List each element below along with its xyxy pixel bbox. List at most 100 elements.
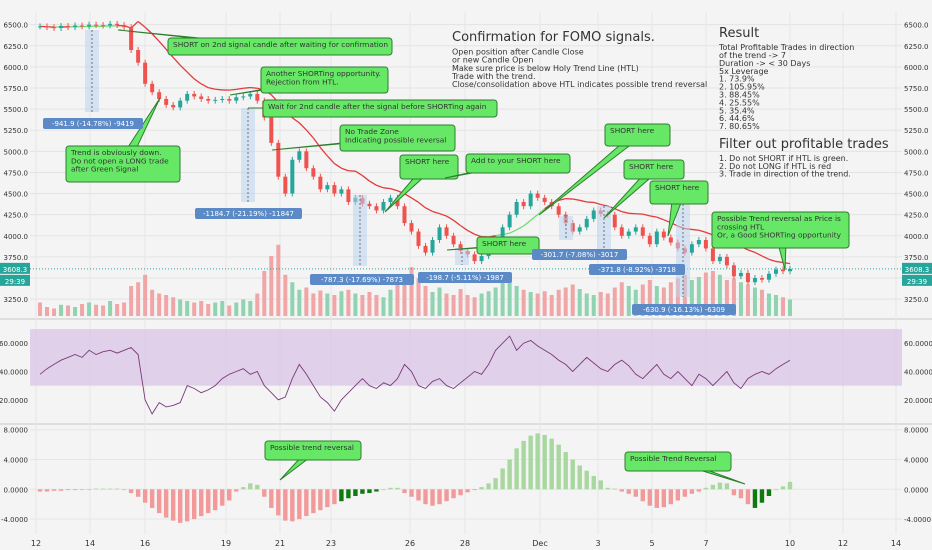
measure-tag-text: -1184.7 (-21.19%) -11847 (203, 210, 294, 218)
candle-body (752, 278, 757, 283)
volume-bar (360, 295, 365, 316)
volume-bar (745, 284, 750, 316)
macd-bar (206, 489, 211, 514)
volume-bar (500, 282, 505, 316)
x-tick: 16 (140, 539, 150, 548)
volume-bar (129, 286, 134, 316)
macd-bar (451, 489, 456, 499)
volume-bar (101, 305, 106, 316)
price-tick-left: 5250.0 (4, 127, 29, 135)
candle-body (479, 256, 484, 262)
volume-bar (115, 304, 120, 316)
macd-bar (752, 489, 758, 508)
volume-bar (528, 292, 533, 316)
candle-body (66, 25, 71, 28)
macd-tick-right: 8.0000 (904, 427, 929, 435)
htl-segment (516, 225, 524, 231)
macd-pane[interactable] (37, 433, 793, 523)
candle-body (115, 23, 120, 26)
volume-bar (339, 291, 344, 316)
callout-text: SHORT here (629, 162, 674, 171)
candle-body (724, 256, 729, 266)
volume-bar (248, 301, 253, 316)
volume-bar (535, 293, 540, 316)
x-tick: 3 (595, 539, 600, 548)
volume-bar (570, 284, 575, 316)
callout-box (167, 37, 393, 56)
volume-bar (346, 289, 351, 316)
macd-bar (486, 483, 491, 490)
volume-bar (458, 289, 463, 316)
volume-bar (297, 289, 302, 316)
candle-body (38, 26, 42, 28)
candle-body (584, 218, 589, 228)
macd-bar (710, 484, 716, 490)
macd-tick-left: -4.0000 (1, 516, 28, 524)
candle-body (248, 93, 253, 97)
macd-bar (640, 489, 646, 502)
macd-bar (142, 489, 148, 503)
notes-result-line: 5. 35.4% (719, 106, 755, 115)
candle-body (346, 189, 351, 202)
macd-bar (521, 440, 526, 490)
volume-bar (493, 287, 498, 316)
candle-body (59, 25, 64, 29)
macd-bar (248, 483, 253, 490)
callout-text: Do not open a LONG trade (71, 156, 169, 165)
volume-bar (164, 295, 169, 316)
macd-bar (745, 489, 751, 505)
htl-segment (319, 147, 328, 157)
macd-bar (290, 489, 295, 522)
macd-bar (339, 489, 344, 502)
candle-body (87, 24, 92, 27)
candle-body (738, 272, 743, 277)
candle-body (374, 206, 379, 211)
candle-body (423, 245, 428, 253)
callout-text: No Trade Zone (345, 127, 399, 136)
candle-body (220, 98, 225, 100)
notes-result-line: 3. 88.45% (719, 91, 760, 100)
macd-bar (220, 489, 225, 506)
candle-body (731, 265, 736, 277)
candle-body (171, 104, 176, 108)
volume-bar (136, 282, 141, 316)
callout-text: SHORT here (610, 126, 655, 135)
notes-result-line: 2. 105.95% (719, 83, 765, 92)
volume-bar (423, 286, 428, 316)
candle-body (633, 227, 638, 232)
volume-bar (206, 304, 211, 316)
candle-body (143, 62, 148, 84)
measure-tag-text: -371.8 (-8.92%) -3718 (598, 266, 676, 274)
candle-body (318, 176, 323, 190)
volume-bar (647, 280, 652, 316)
candle-body (689, 244, 694, 253)
x-tick: 23 (326, 539, 336, 548)
macd-bar (107, 488, 113, 490)
macd-bar (528, 435, 533, 490)
macd-bar (633, 489, 638, 497)
x-tick: 7 (703, 539, 708, 548)
htl-segment (425, 207, 433, 213)
macd-bar (346, 489, 351, 499)
rsi-pane[interactable] (30, 329, 902, 415)
callout-text: crossing HTL (717, 222, 765, 231)
candle-body (73, 25, 78, 28)
candle-body (577, 227, 582, 232)
callout-text: Another SHORTing opportunity. (266, 69, 381, 78)
volume-bar (52, 308, 57, 316)
volume-bar (612, 287, 617, 316)
htl-segment (775, 260, 784, 264)
macd-bar (262, 489, 267, 497)
candle-body (122, 25, 127, 28)
volume-bar (556, 289, 561, 316)
volume-bar (45, 307, 50, 316)
price-tick-left: 4000.0 (4, 233, 29, 241)
macd-bar (381, 489, 386, 491)
candle-body (535, 193, 540, 198)
candle-body (332, 185, 337, 194)
x-tick: 21 (275, 539, 285, 548)
volume-bar (479, 293, 484, 316)
measure-tag-text: -301.7 (-7.08%) -3017 (541, 251, 619, 259)
macd-bar (465, 489, 470, 493)
